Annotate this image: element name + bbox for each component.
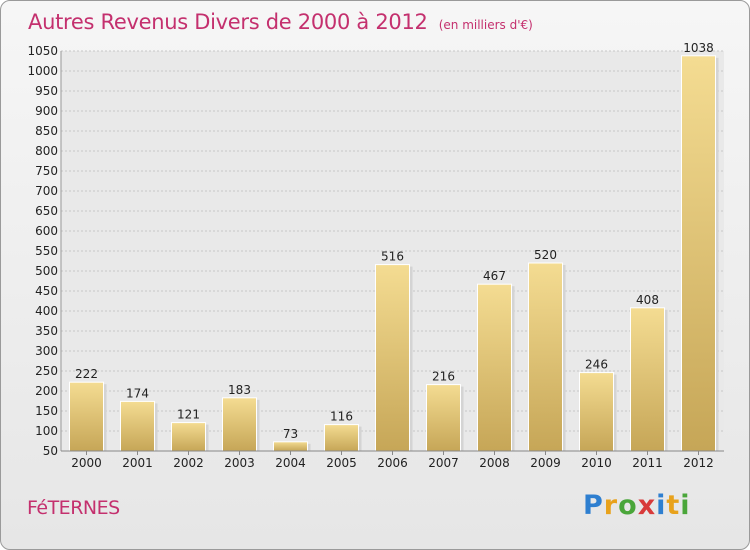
bars: 222 174 121 183 73 116 516 216 467 520 246 408 1038 — [69, 41, 719, 452]
y-tick-label: 100 — [35, 424, 58, 438]
x-tick-label: 2012 — [683, 456, 714, 470]
x-tick-label: 2002 — [173, 456, 204, 470]
data-label: 467 — [483, 269, 506, 283]
y-tick-label: 750 — [35, 164, 58, 178]
bar — [630, 307, 665, 452]
title-unit: (en milliers d'€) — [438, 18, 533, 32]
data-label: 73 — [283, 427, 298, 441]
y-tick-label: 700 — [35, 184, 58, 198]
y-tick-label: 600 — [35, 224, 58, 238]
x-tick-label: 2007 — [428, 456, 459, 470]
y-tick-label: 350 — [35, 324, 58, 338]
data-label: 520 — [534, 248, 557, 262]
x-tick-label: 2000 — [71, 456, 102, 470]
y-tick-label: 850 — [35, 124, 58, 138]
y-tick-label: 400 — [35, 304, 58, 318]
x-tick-label: 2009 — [530, 456, 561, 470]
x-axis: 2000 2001 2002 2003 2004 2005 2006 2007 2008 2009… — [61, 450, 724, 470]
bar — [579, 372, 614, 452]
y-tick-label: 450 — [35, 284, 58, 298]
bar — [477, 283, 512, 452]
y-tick-label: 50 — [43, 444, 58, 458]
y-tick-label: 500 — [35, 264, 58, 278]
y-tick-label: 1000 — [27, 64, 58, 78]
bar — [120, 400, 155, 452]
logo-letter: t — [666, 490, 681, 521]
bar — [426, 384, 461, 452]
data-label: 121 — [177, 408, 200, 422]
bar — [375, 264, 410, 452]
y-tick-label: 900 — [35, 104, 58, 118]
x-tick-label: 2008 — [479, 456, 510, 470]
data-label: 1038 — [683, 41, 714, 55]
data-label: 408 — [636, 293, 659, 307]
y-tick-label: 650 — [35, 204, 58, 218]
x-tick-label: 2001 — [122, 456, 153, 470]
y-tick-label: 200 — [35, 384, 58, 398]
bar — [681, 55, 716, 452]
proxiti-logo: Proxiti — [583, 490, 691, 521]
logo-letter: o — [618, 490, 638, 521]
bar — [324, 424, 359, 452]
data-label: 174 — [126, 386, 149, 400]
commune-name: FéTERNES — [27, 497, 120, 519]
y-tick-label: 1050 — [27, 44, 58, 58]
data-label: 246 — [585, 358, 608, 372]
bar — [69, 381, 104, 452]
data-label: 116 — [330, 410, 353, 424]
y-axis: 50 100 150 200 250 300 350 400 450 500 550 600 650 70… — [27, 44, 62, 458]
data-label: 216 — [432, 370, 455, 384]
x-tick-label: 2011 — [632, 456, 663, 470]
logo-letter: x — [637, 490, 657, 521]
x-tick-label: 2010 — [581, 456, 612, 470]
chart-title: Autres Revenus Divers de 2000 à 2012 (en… — [28, 10, 533, 34]
logo-letter: i — [656, 490, 667, 521]
bar — [171, 422, 206, 452]
y-tick-label: 550 — [35, 244, 58, 258]
bar — [273, 441, 308, 452]
y-tick-label: 950 — [35, 84, 58, 98]
x-tick-label: 2004 — [275, 456, 306, 470]
data-label: 222 — [75, 367, 98, 381]
x-tick-label: 2005 — [326, 456, 357, 470]
data-label: 183 — [228, 383, 251, 397]
logo-letter: P — [583, 490, 604, 521]
y-tick-label: 150 — [35, 404, 58, 418]
logo-letter: i — [680, 490, 691, 521]
bar — [222, 397, 257, 452]
bar — [528, 262, 563, 452]
title-text: Autres Revenus Divers de 2000 à 2012 — [28, 10, 428, 34]
x-tick-label: 2003 — [224, 456, 255, 470]
y-tick-label: 800 — [35, 144, 58, 158]
logo-letter: r — [603, 490, 619, 521]
data-label: 516 — [381, 250, 404, 264]
y-tick-label: 300 — [35, 344, 58, 358]
x-tick-label: 2006 — [377, 456, 408, 470]
y-tick-label: 250 — [35, 364, 58, 378]
